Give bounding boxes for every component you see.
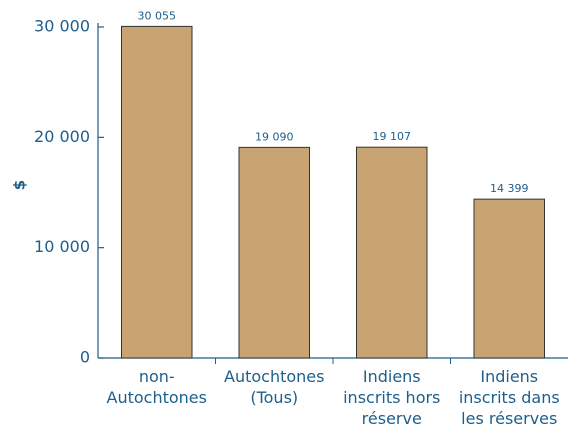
bar — [473, 198, 545, 359]
bar — [121, 25, 193, 359]
y-tick-label: 20 000 — [34, 127, 90, 146]
x-tick-label: Indiens inscrits hors réserve — [343, 367, 441, 428]
y-axis-label: $ — [11, 180, 29, 190]
y-tick-label: 0 — [80, 348, 90, 367]
data-label: 19 090 — [255, 130, 294, 143]
bar — [238, 146, 310, 359]
x-tick-label: Autochtones (Tous) — [224, 367, 325, 407]
data-label: 19 107 — [373, 130, 412, 143]
bar — [356, 146, 428, 359]
x-tick-label: non-Autochtones — [106, 367, 207, 407]
data-label: 14 399 — [490, 182, 529, 195]
y-tick-label: 30 000 — [34, 17, 90, 36]
y-tick-label: 10 000 — [34, 237, 90, 256]
data-label: 30 055 — [138, 9, 177, 22]
x-tick-label: Indiens inscrits dans les réserves — [458, 367, 560, 428]
